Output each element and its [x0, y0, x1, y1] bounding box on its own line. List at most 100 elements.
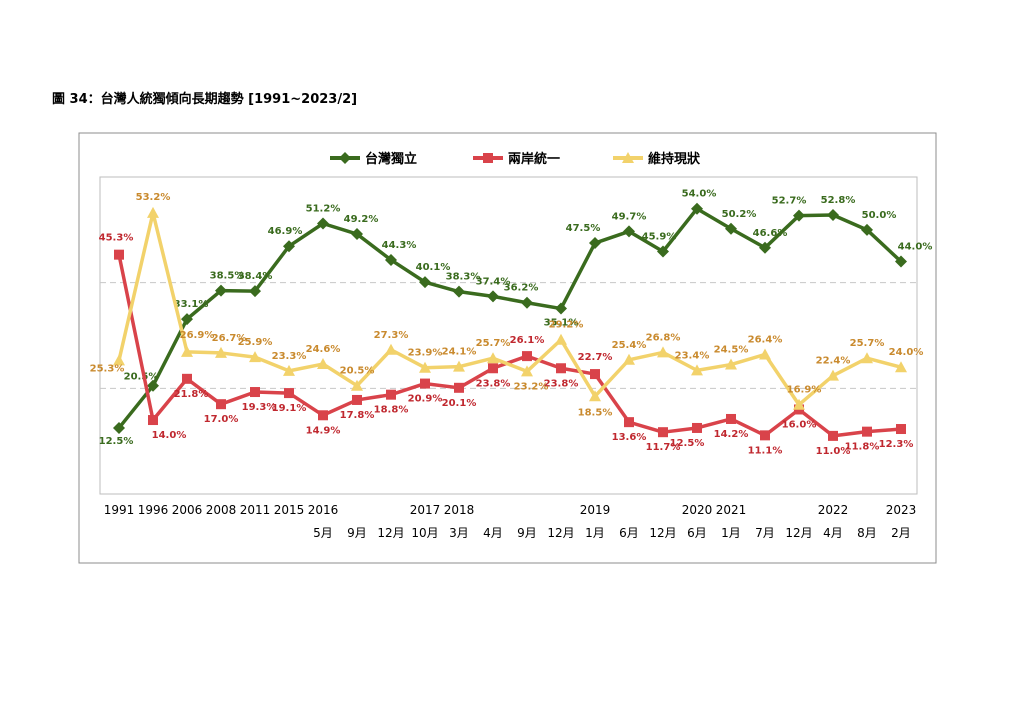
data-point-2-20 [760, 430, 770, 441]
data-point-2-14 [556, 363, 566, 374]
data-point-1-12 [487, 290, 499, 303]
data-point-2-6 [284, 388, 294, 399]
data-label-3-16: 25.4% [612, 340, 647, 351]
x-tick-year-4: 2008 [206, 503, 237, 517]
data-label-1-1: 12.5% [99, 436, 134, 447]
x-tick-month-17: 12月 [649, 526, 676, 540]
series-2: 45.3% 14.0% 21.8% 17.0%19.3%19.1% 14.9% 17.8%… [99, 233, 914, 457]
data-label-3-12: 25.7% [476, 338, 511, 349]
data-label-2-8: 17.8% [340, 410, 375, 421]
data-point-2-13 [522, 351, 532, 362]
data-label-3-21: 16.9% [787, 385, 822, 396]
legend-marker-2 [483, 153, 493, 163]
data-label-3-4: 26.7% [212, 333, 247, 344]
x-tick-year-6: 2015 [274, 503, 305, 517]
data-point-3-11 [453, 360, 465, 372]
data-label-3-20: 26.4% [748, 335, 783, 346]
data-label-3-22: 22.4% [816, 356, 851, 367]
data-point-2-9 [386, 389, 396, 400]
data-point-2-7 [318, 410, 328, 421]
data-label-1-19: 50.2% [722, 209, 757, 220]
x-tick-year-15: 2019 [580, 503, 611, 517]
series-line-3 [117, 211, 902, 407]
legend-marker-1 [339, 152, 351, 164]
data-label-3-13: 23.2% [514, 381, 549, 392]
data-point-3-18 [691, 364, 703, 376]
x-tick-month-16: 6月 [619, 526, 639, 540]
data-label-1-11: 38.3% [446, 272, 481, 283]
data-point-2-17 [658, 427, 668, 438]
data-label-1-23: 50.0% [862, 210, 897, 221]
data-label-3-6: 23.3% [272, 351, 307, 362]
data-point-1-18 [691, 202, 703, 215]
x-tick-year-10: 2017 [410, 503, 441, 517]
data-label-2-14: 23.8% [544, 378, 579, 389]
x-tick-year-7: 2016 [308, 503, 339, 517]
data-point-3-1 [113, 354, 125, 366]
data-point-2-10 [420, 378, 430, 389]
data-point-2-23 [862, 426, 872, 437]
data-point-3-22 [827, 369, 839, 381]
data-label-3-5: 25.9% [238, 337, 273, 348]
x-tick-month-10: 10月 [411, 526, 438, 540]
data-point-1-21 [793, 209, 805, 222]
data-point-3-12 [487, 352, 499, 364]
x-tick-month-11: 3月 [449, 526, 469, 540]
x-tick-month-19: 1月 [721, 526, 741, 540]
data-point-1-1 [113, 421, 125, 434]
data-label-2-12: 23.8% [476, 378, 511, 389]
data-point-1-24 [895, 255, 907, 268]
data-label-1-5: 38.4% [238, 271, 273, 282]
data-label-2-2: 14.0% [152, 430, 187, 441]
data-point-2-8 [352, 394, 362, 405]
data-point-2-15 [590, 369, 600, 380]
data-label-3-18: 23.4% [675, 350, 710, 361]
chart-outer-border [78, 132, 937, 564]
x-tick-year-5: 2011 [240, 503, 271, 517]
data-point-3-17 [657, 346, 669, 358]
data-label-2-5: 19.3% [242, 402, 277, 413]
data-label-3-15: 18.5% [578, 407, 613, 418]
data-label-1-7: 51.2% [306, 203, 341, 214]
x-tick-year-18: 2020 [682, 503, 713, 517]
data-point-3-5 [249, 351, 261, 363]
data-label-3-1: 25.3% [90, 363, 125, 374]
data-label-3-9: 27.3% [374, 330, 409, 341]
data-point-1-14 [555, 302, 567, 315]
x-tick-year-11: 2018 [444, 503, 475, 517]
legend-marker-3 [622, 152, 634, 163]
data-label-1-22: 52.8% [821, 195, 856, 206]
data-point-2-19 [726, 413, 736, 424]
data-point-1-2 [147, 379, 159, 392]
x-tick-month-20: 7月 [755, 526, 775, 540]
data-label-2-17: 11.7% [646, 442, 681, 453]
data-point-1-3 [181, 313, 193, 326]
data-point-1-6 [283, 240, 295, 253]
data-point-3-8 [351, 379, 363, 391]
data-label-1-17: 45.9% [642, 231, 677, 242]
x-tick-month-14: 12月 [547, 526, 574, 540]
x-tick-month-18: 6月 [687, 526, 707, 540]
data-point-3-14 [555, 333, 567, 345]
data-point-3-15 [589, 390, 601, 402]
data-label-2-11: 20.1% [442, 398, 477, 409]
data-label-1-16: 49.7% [612, 211, 647, 222]
data-point-3-19 [725, 358, 737, 370]
data-point-1-5 [249, 285, 261, 298]
data-point-2-24 [896, 424, 906, 435]
data-label-1-20: 46.6% [753, 228, 788, 239]
data-label-3-8: 20.5% [340, 366, 375, 377]
data-point-2-5 [250, 387, 260, 398]
data-point-2-22 [828, 430, 838, 441]
x-tick-month-21: 12月 [785, 526, 812, 540]
data-point-2-4 [216, 399, 226, 410]
data-label-1-15: 47.5% [566, 223, 601, 234]
data-label-1-6: 46.9% [268, 226, 303, 237]
data-point-3-2 [147, 206, 159, 218]
data-point-3-13 [521, 365, 533, 377]
legend-label-1: 台灣獨立 [365, 151, 417, 167]
plot-area-border [99, 176, 918, 495]
data-label-2-4: 17.0% [204, 414, 239, 425]
data-point-2-3 [182, 373, 192, 384]
